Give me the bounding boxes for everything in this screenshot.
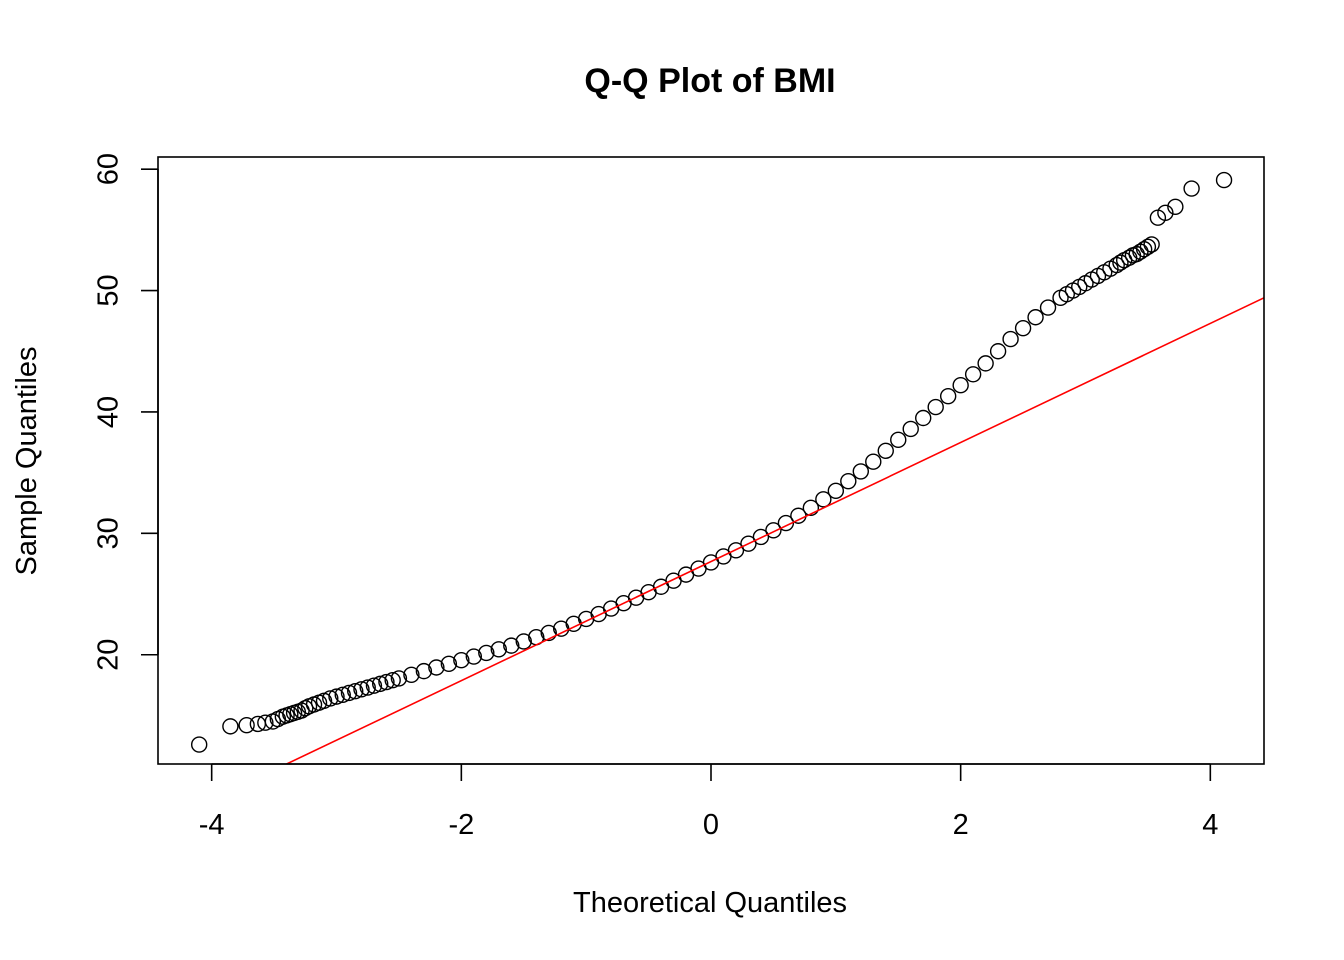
data-point xyxy=(827,482,845,500)
data-point xyxy=(390,670,408,687)
data-point xyxy=(384,672,401,689)
data-point xyxy=(415,662,433,680)
x-tick-label: -2 xyxy=(448,809,474,841)
data-point xyxy=(890,431,907,449)
data-point xyxy=(347,682,364,700)
data-point xyxy=(852,463,869,480)
x-axis-label: Theoretical Quantiles xyxy=(573,887,847,919)
y-tick-label: 40 xyxy=(93,396,125,428)
data-point xyxy=(1157,204,1174,222)
data-point xyxy=(802,499,820,517)
data-point xyxy=(238,716,255,734)
data-point xyxy=(340,684,358,702)
data-point xyxy=(952,377,969,394)
data-point xyxy=(1167,198,1184,215)
data-point xyxy=(478,644,495,662)
y-tick-label: 60 xyxy=(93,153,125,185)
data-point xyxy=(877,442,894,459)
data-point xyxy=(1027,309,1044,326)
reference-line-group xyxy=(286,297,1265,765)
data-point xyxy=(322,690,339,707)
data-point xyxy=(328,688,345,705)
data-point xyxy=(1183,180,1200,197)
data-point xyxy=(297,699,314,717)
data-point xyxy=(403,666,420,683)
data-point xyxy=(865,453,882,470)
data-point xyxy=(1002,330,1019,348)
data-point xyxy=(840,472,857,490)
y-tick-label: 30 xyxy=(93,517,125,549)
y-axis: 20 30 40 50 60 xyxy=(93,153,159,671)
data-point xyxy=(915,409,932,427)
data-point xyxy=(515,633,532,650)
data-point xyxy=(765,522,782,539)
data-point xyxy=(964,366,982,383)
x-tick-label: 0 xyxy=(703,809,719,841)
data-point xyxy=(1039,299,1057,316)
data-point xyxy=(365,677,383,694)
data-point xyxy=(989,343,1007,360)
data-point xyxy=(927,398,944,416)
y-tick-label: 20 xyxy=(93,639,125,671)
data-point xyxy=(540,624,557,642)
data-point xyxy=(1139,238,1157,256)
y-tick-label: 50 xyxy=(93,274,125,306)
data-point xyxy=(428,659,445,676)
data-point xyxy=(190,736,208,753)
data-point xyxy=(222,718,239,735)
x-tick-label: 2 xyxy=(953,809,969,841)
data-point xyxy=(372,675,389,693)
data-point xyxy=(440,655,458,673)
x-tick-label: -4 xyxy=(199,809,225,841)
chart-title: Q-Q Plot of BMI xyxy=(584,62,835,100)
data-point xyxy=(257,714,274,731)
data-point xyxy=(1143,236,1160,253)
data-point xyxy=(752,528,770,546)
data-point xyxy=(977,355,994,372)
data-point xyxy=(727,542,745,559)
x-axis: -4 -2 0 2 4 xyxy=(199,763,1218,841)
data-point xyxy=(1215,171,1233,189)
y-axis-label: Sample Quantiles xyxy=(11,347,43,576)
data-point xyxy=(353,681,370,698)
x-tick-label: 4 xyxy=(1202,809,1218,841)
plot-frame xyxy=(157,156,1265,765)
data-points xyxy=(190,171,1233,753)
data-point xyxy=(939,387,957,405)
data-point xyxy=(359,679,376,696)
data-point xyxy=(740,535,757,552)
data-point xyxy=(503,637,520,654)
data-point xyxy=(815,491,832,508)
data-point xyxy=(490,641,507,658)
data-point xyxy=(334,686,351,703)
data-point xyxy=(465,648,483,665)
data-point xyxy=(1014,319,1032,337)
data-point xyxy=(902,420,919,438)
data-point xyxy=(1112,254,1129,271)
data-point xyxy=(453,652,470,669)
reference-line xyxy=(286,297,1265,765)
data-point xyxy=(378,673,395,691)
